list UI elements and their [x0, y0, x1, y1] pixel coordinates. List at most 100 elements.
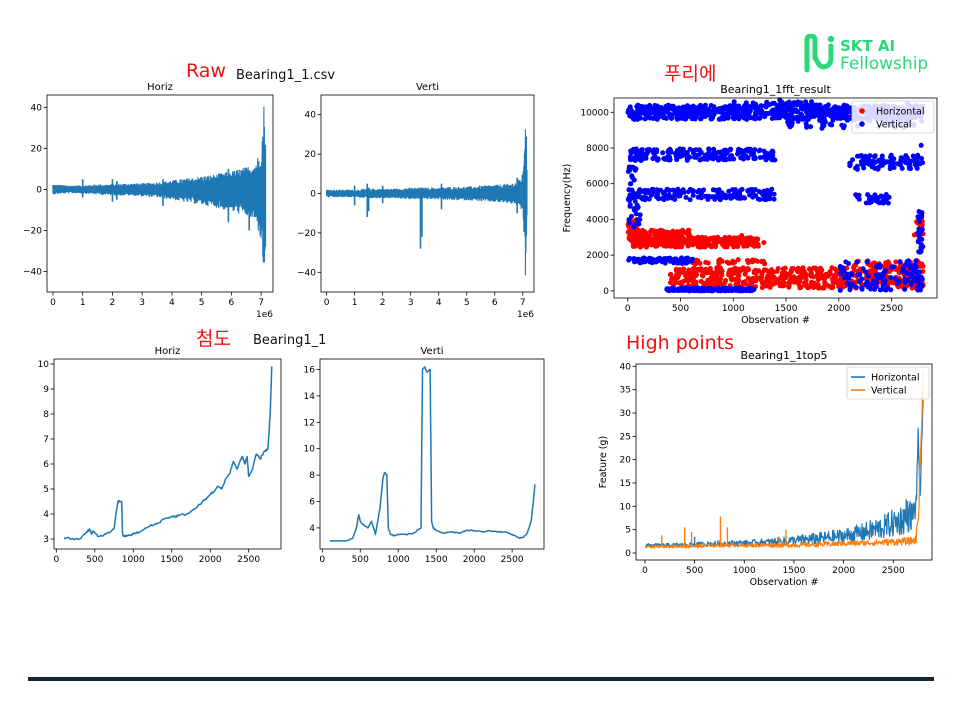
scatter-point — [826, 270, 832, 276]
x-tick-label: 4 — [436, 298, 442, 308]
scatter-point — [716, 106, 722, 112]
scatter-point — [918, 229, 924, 235]
scatter-point — [911, 275, 917, 281]
logo-sub-text: Fellowship — [840, 54, 928, 74]
scatter-point — [767, 284, 773, 290]
scatter-point — [667, 105, 673, 111]
scatter-point — [812, 110, 818, 116]
scatter-point — [651, 116, 656, 121]
x-offset-label: 1e6 — [256, 310, 273, 318]
scatter-point — [636, 221, 642, 227]
x-tick-label: 500 — [686, 566, 703, 576]
x-tick-label: 1000 — [122, 555, 145, 565]
scatter-point — [701, 280, 707, 286]
x-tick-label: 0 — [53, 555, 59, 565]
scatter-point — [893, 259, 899, 265]
scatter-point — [677, 231, 683, 237]
scatter-point — [727, 193, 733, 199]
scatter-point — [837, 279, 843, 285]
scatter-point — [660, 106, 666, 112]
scatter-point — [637, 212, 643, 218]
y-tick-label: −20 — [23, 226, 42, 236]
y-tick-label: 10 — [620, 502, 632, 512]
scatter-point — [834, 280, 840, 286]
chart-title: Verti — [420, 346, 443, 357]
plot-frame — [319, 358, 545, 550]
scatter-point — [803, 99, 809, 105]
x-tick-label: 1 — [352, 298, 358, 308]
scatter-point — [668, 280, 673, 286]
scatter-point — [764, 275, 770, 281]
scatter-point — [750, 236, 756, 242]
scatter-point — [773, 115, 779, 121]
scatter-point — [720, 192, 726, 198]
scatter-point — [791, 274, 797, 280]
scatter-point — [803, 277, 809, 283]
fourier-label: 푸리에 — [664, 63, 717, 85]
y-tick-label: 10 — [38, 360, 50, 370]
scatter-point — [710, 187, 716, 193]
scatter-point — [656, 233, 662, 238]
scatter-point — [646, 196, 652, 202]
scatter-point — [824, 282, 830, 288]
scatter-point — [913, 157, 919, 163]
scatter-point — [659, 112, 665, 118]
scatter-point — [627, 202, 633, 208]
scatter-point — [740, 151, 746, 157]
scatter-point — [829, 122, 835, 128]
scatter-point — [707, 242, 713, 248]
scatter-point — [846, 281, 852, 287]
scatter-point — [744, 243, 750, 249]
x-tick-label: 0 — [319, 555, 325, 565]
scatter-point — [804, 123, 810, 129]
y-axis-ticks: −40 −20 0 20 40 — [23, 103, 47, 277]
scatter-point — [759, 108, 765, 114]
y-tick-label: 10000 — [580, 108, 609, 118]
scatter-point — [694, 271, 700, 277]
scatter-point — [915, 152, 921, 158]
scatter-point — [789, 266, 795, 271]
scatter-point — [771, 191, 777, 197]
scatter-point — [689, 241, 695, 246]
scatter-point — [641, 256, 647, 262]
scatter-point — [675, 189, 681, 195]
scatter-point — [632, 198, 638, 204]
scatter-point — [633, 256, 638, 262]
scatter-point — [795, 118, 801, 124]
x-tick-label: 1500 — [782, 566, 805, 576]
scatter-point — [902, 286, 908, 292]
raw-label: Raw — [186, 60, 226, 82]
scatter-point — [643, 151, 649, 157]
scatter-point — [648, 238, 654, 244]
y-tick-label: 4000 — [586, 215, 609, 225]
scatter-point — [731, 193, 737, 199]
scatter-point — [695, 194, 701, 200]
scatter-point — [667, 286, 673, 292]
scatter-point — [712, 196, 718, 202]
x-tick-label: 2 — [110, 298, 116, 308]
chart-title: Horiz — [147, 82, 173, 93]
scatter-point — [660, 228, 666, 234]
scatter-point — [757, 155, 763, 160]
scatter-point — [755, 236, 761, 242]
y-tick-label: 9 — [43, 385, 49, 395]
scatter-point — [759, 274, 765, 279]
scatter-point — [693, 152, 699, 158]
scatter-point — [723, 195, 729, 201]
scatter-point — [697, 260, 703, 266]
scatter-point — [651, 150, 657, 156]
scatter-point — [745, 235, 751, 241]
x-tick-label: 500 — [672, 304, 689, 314]
scatter-point — [763, 197, 769, 203]
scatter-point — [765, 101, 771, 107]
x-tick-label: 0 — [625, 304, 631, 314]
scatter-point — [736, 285, 742, 291]
scatter-point — [902, 276, 908, 282]
y-tick-label: 3 — [43, 535, 49, 545]
x-tick-label: 2500 — [882, 566, 905, 576]
scatter-point — [646, 147, 652, 152]
kurtosis-file-label: Bearing1_1 — [253, 333, 327, 348]
scatter-point — [661, 190, 667, 196]
scatter-point — [792, 115, 798, 121]
y-axis-ticks: −40 −20 0 20 40 — [297, 111, 321, 278]
